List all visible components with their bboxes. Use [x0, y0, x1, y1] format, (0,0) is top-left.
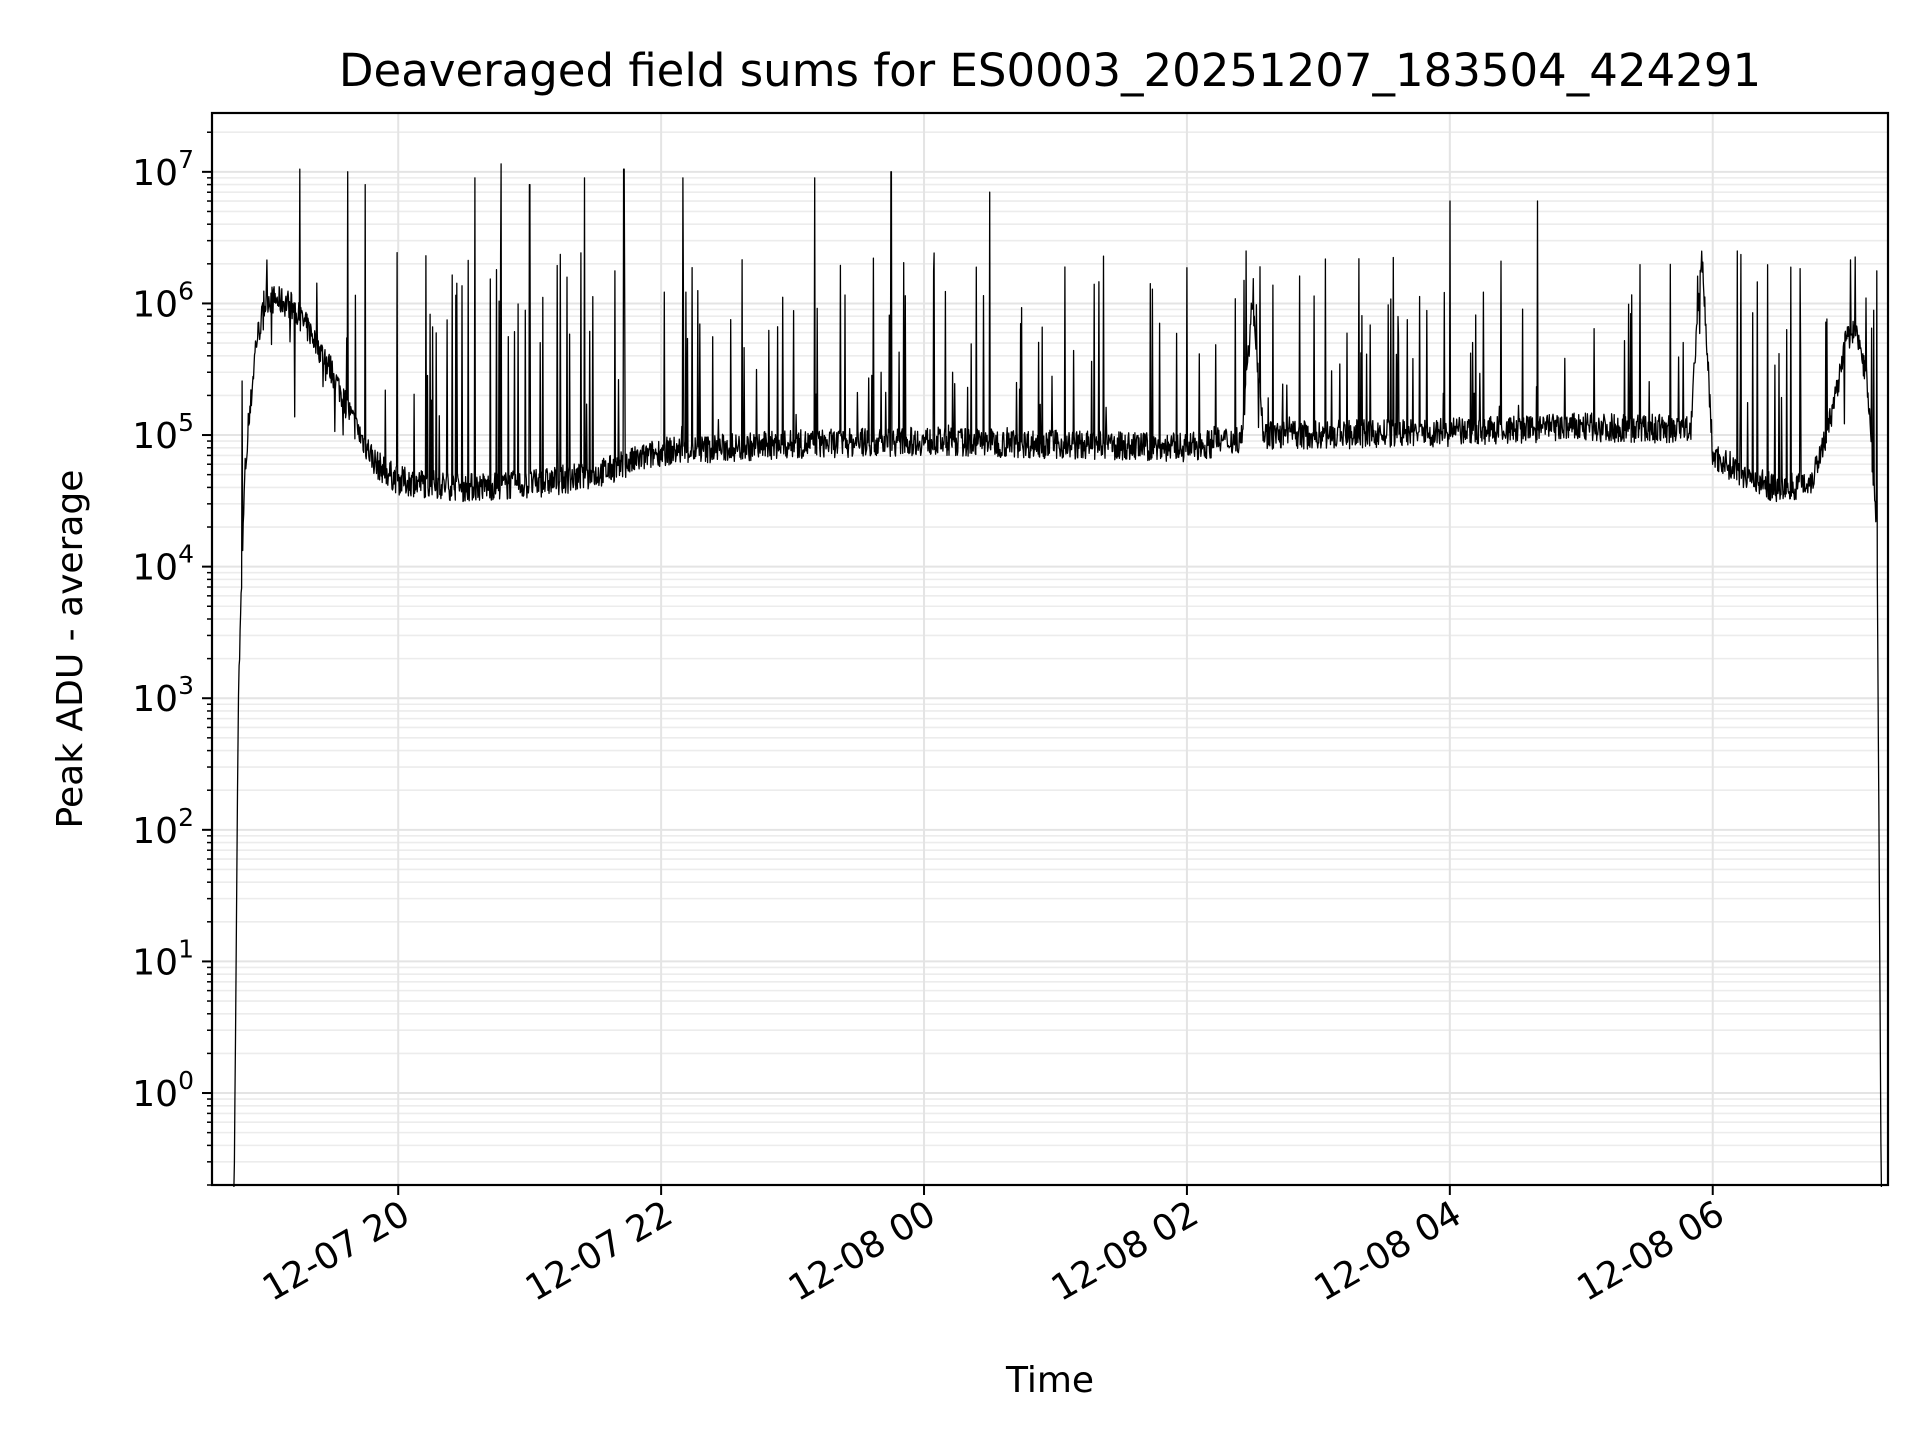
y-tick-label: 100: [132, 1066, 194, 1115]
grid: [212, 113, 1888, 1186]
chart-title: Deaveraged field sums for ES0003_2025120…: [339, 44, 1761, 97]
y-tick-label: 104: [132, 540, 194, 589]
x-axis-label: Time: [1005, 1360, 1094, 1401]
y-tick-label: 107: [132, 145, 194, 194]
plot-frame: [210, 111, 1890, 1187]
y-tick-label: 101: [132, 934, 194, 983]
series-layer: [233, 163, 1883, 1188]
y-tick-label: 105: [132, 408, 194, 457]
y-axis-label: Peak ADU - average: [50, 470, 91, 829]
y-tick-label: 106: [132, 276, 194, 325]
y-tick-label: 103: [132, 671, 194, 720]
y-tick-label: 102: [132, 803, 194, 852]
series-line: [233, 163, 1883, 1188]
